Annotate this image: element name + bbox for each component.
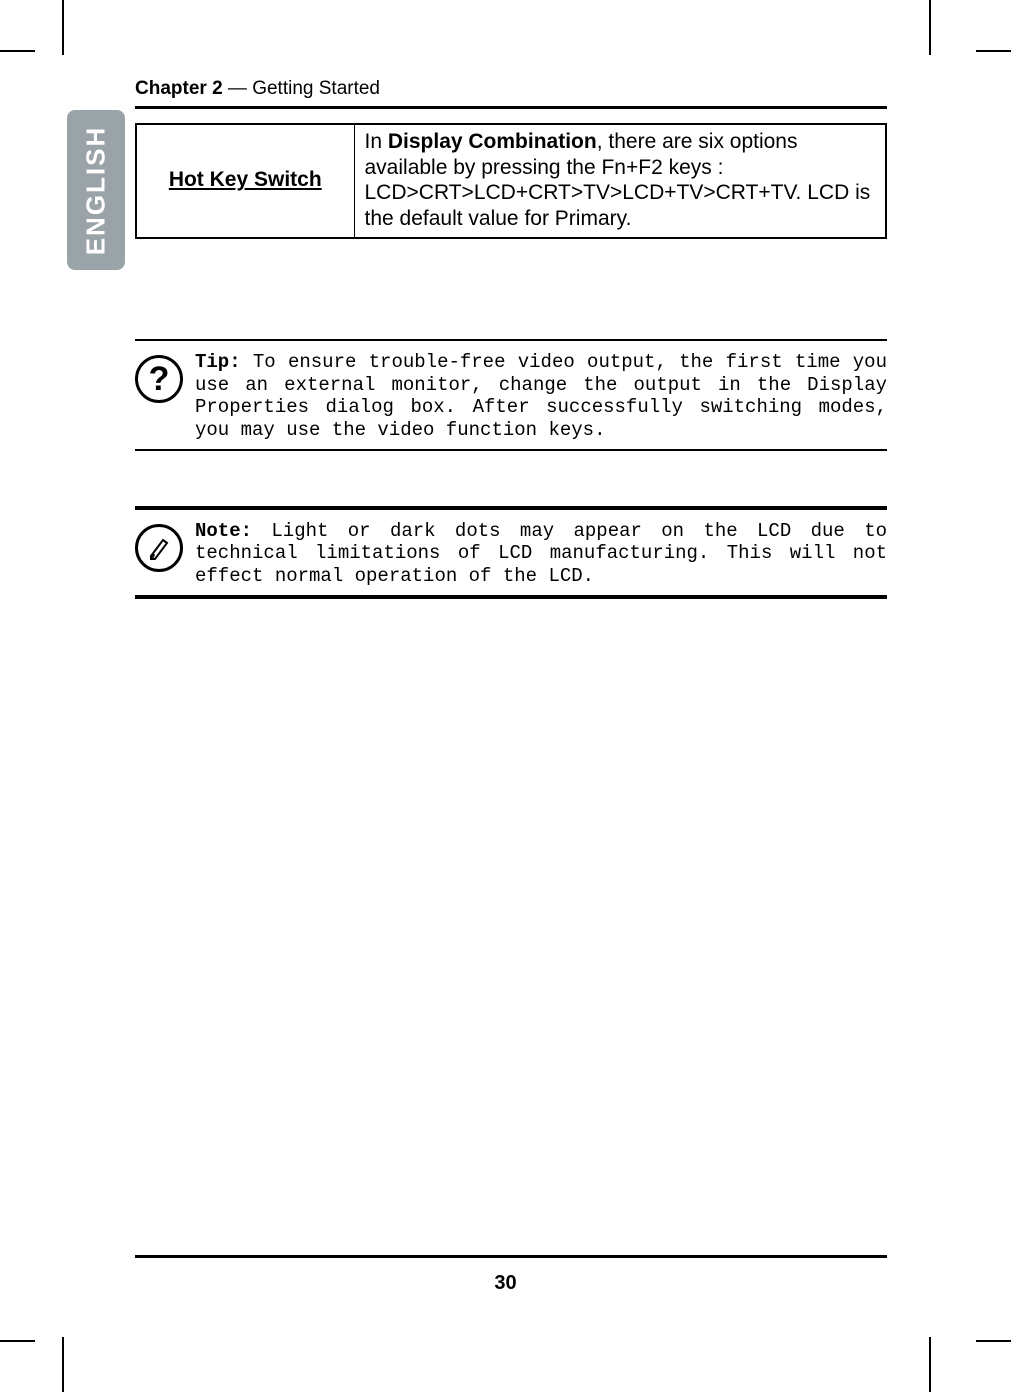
chapter-separator: — [223,78,253,99]
chapter-number: Chapter 2 [135,78,223,99]
tip-callout: ? Tip: To ensure trouble-free video outp… [135,339,887,451]
tip-text: Tip: To ensure trouble-free video output… [195,351,887,441]
question-icon: ? [135,351,195,403]
language-tab-label: ENGLISH [81,125,112,255]
note-callout: Note: Light or dark dots may appear on t… [135,506,887,599]
pen-icon [135,520,195,572]
header-rule [135,106,887,109]
hot-key-switch-description: In Display Combination, there are six op… [354,124,886,238]
hot-key-switch-label: Hot Key Switch [136,124,354,238]
chapter-title: Getting Started [252,78,380,99]
page-number: 30 [0,1272,1011,1295]
chapter-header: Chapter 2 — Getting Started [135,78,887,100]
footer-rule [135,1255,887,1258]
language-tab: ENGLISH [67,110,125,270]
note-text: Note: Light or dark dots may appear on t… [195,520,887,587]
hot-key-table: Hot Key Switch In Display Combination, t… [135,123,887,239]
